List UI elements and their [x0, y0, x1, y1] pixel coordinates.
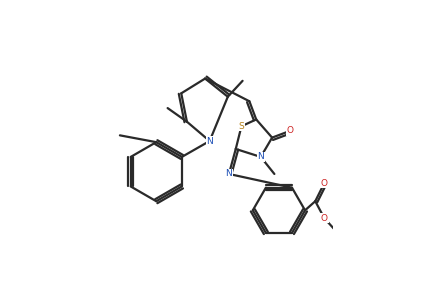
Text: N: N: [257, 153, 264, 161]
Text: N: N: [206, 137, 213, 145]
Text: O: O: [287, 126, 294, 135]
Text: O: O: [321, 178, 328, 188]
Text: O: O: [321, 214, 328, 223]
Text: S: S: [239, 122, 245, 131]
Text: N: N: [226, 169, 233, 178]
